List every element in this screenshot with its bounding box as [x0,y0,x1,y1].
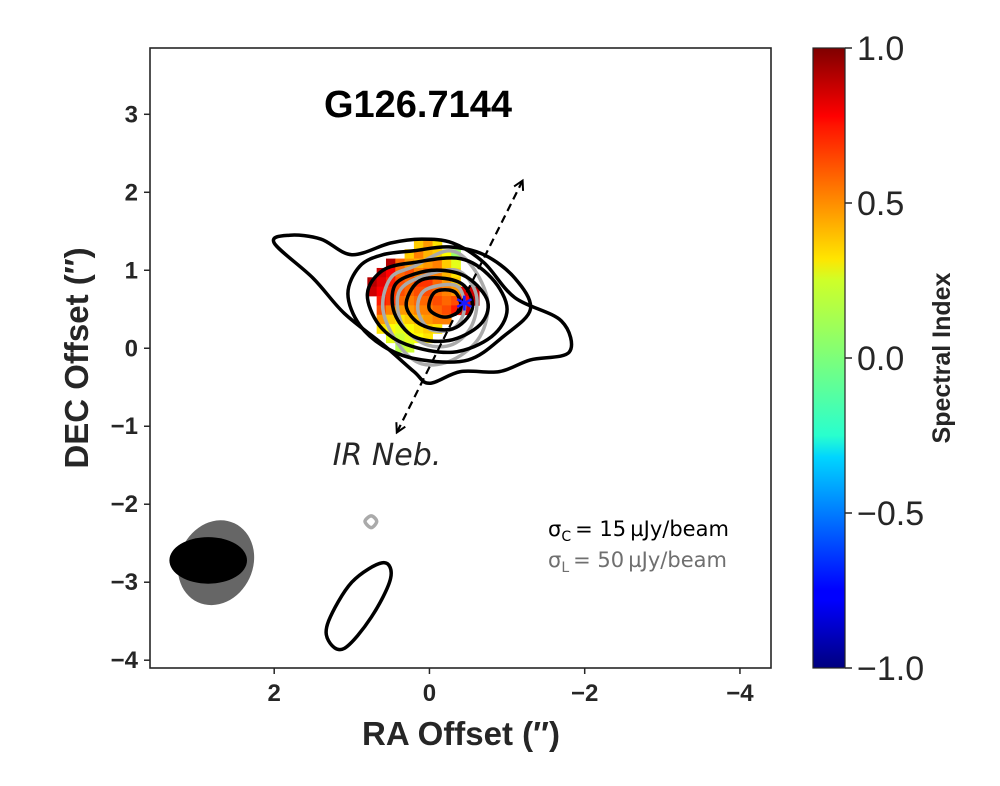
heatmap-cell [385,277,396,288]
y-axis-label: DEC Offset (″) [58,247,95,468]
heatmap-cell [441,305,452,316]
y-tick-label: 1 [125,257,138,284]
y-tick-label: 3 [125,101,138,128]
heatmap-cell [385,305,396,316]
heatmap-cell [385,286,396,297]
heatmap-cell [376,286,387,297]
y-tick-label: 0 [125,335,138,362]
colorbar-ticks: 1.0 0.5 0.0 −0.5 −1.0 [845,30,924,688]
x-tick-label: −4 [726,680,754,707]
beam-ellipses [169,520,255,606]
chart-title: G126.7144 [324,84,512,126]
x-tick-label: 2 [268,680,281,707]
y-tick-label: −4 [111,647,139,674]
continuum-beam-ellipse [169,537,247,584]
heatmap-cell [367,286,378,297]
x-axis-label: RA Offset (″) [362,715,560,752]
colorbar: 1.0 0.5 0.0 −0.5 −1.0 Spectral Index [812,30,956,688]
ir-nebula-label: IR Neb. [333,438,442,473]
colorbar-tick-label: −1.0 [857,650,924,688]
continuum-rms-symbol: σ [548,517,561,541]
heatmap-cell [432,296,443,306]
y-tick-label: −1 [111,413,138,440]
colorbar-bar [812,47,846,669]
line-rms-subscript: L [561,560,569,576]
plot-frame [149,47,772,669]
colorbar-tick-label: 0.0 [857,340,904,378]
line-rms-symbol: σ [548,548,561,572]
heatmap-cell [385,314,396,325]
colorbar-tick-label: −0.5 [857,495,924,533]
continuum-rms-subscript: C [561,529,571,545]
heatmap-cell [441,296,452,306]
line-rms-label: σL = 50 µJy/beam [548,548,727,576]
heatmap-cell [385,267,396,278]
continuum-contour [324,560,393,652]
y-tick-label: −2 [111,491,138,518]
line-rms-value: = 50 µJy/beam [573,548,727,572]
y-tick-label: −3 [111,569,138,596]
y-tick-label: 2 [125,179,138,206]
overlays: * [397,181,523,433]
heatmap-cell [385,258,396,269]
continuum-rms-label: σC = 15 µJy/beam [548,517,729,545]
source-star-marker: * [456,289,473,327]
outflow-axis-arrow [397,181,523,433]
x-ticks: 2 0 −2 −4 [268,668,754,707]
colorbar-tick-label: 0.5 [857,185,904,223]
heatmap-cell [376,277,387,288]
y-ticks: 3 2 1 0 −1 −2 −3 −4 [111,101,150,674]
line-contour [363,514,379,530]
colorbar-tick-label: 1.0 [857,30,904,68]
continuum-rms-value: = 15 µJy/beam [575,517,729,541]
colorbar-label: Spectral Index [928,272,956,443]
x-tick-label: 0 [423,680,436,707]
heatmap-cell [376,314,387,325]
x-tick-label: −2 [571,680,598,707]
